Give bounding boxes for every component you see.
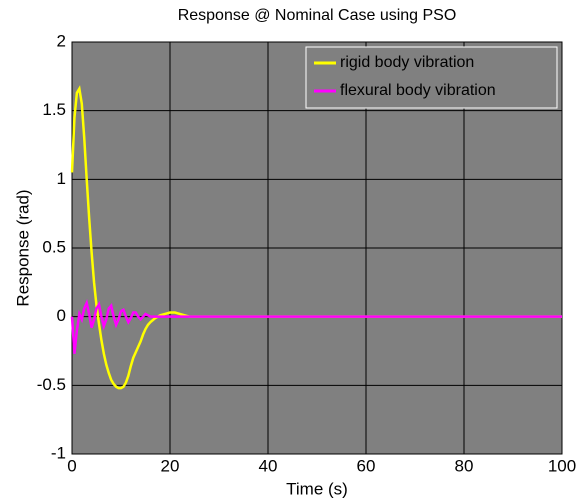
y-tick-label: -1	[51, 443, 66, 462]
legend-label: flexural body vibration	[340, 82, 496, 99]
y-tick-label: 0	[57, 306, 66, 325]
x-tick-label: 60	[357, 456, 376, 475]
x-tick-label: 0	[67, 456, 76, 475]
y-axis-label: Response (rad)	[13, 189, 32, 306]
line-series	[70, 85, 562, 390]
x-tick-label: 20	[161, 456, 180, 475]
legend-box	[305, 46, 558, 109]
chart-title: Response @ Nominal Case using PSO	[178, 7, 457, 24]
x-tick-label: 100	[548, 456, 576, 475]
x-axis-label: Time (s)	[286, 479, 348, 498]
x-tick-label: 40	[259, 456, 278, 475]
y-tick-label: -0.5	[37, 375, 66, 394]
y-tick-label: 1.5	[42, 100, 66, 119]
line-series	[70, 298, 562, 354]
y-tick-label: 0.5	[42, 237, 66, 256]
y-tick-label: 2	[57, 31, 66, 50]
y-tick-label: 1	[57, 169, 66, 188]
legend-label: rigid body vibration	[340, 54, 474, 71]
x-tick-label: 80	[455, 456, 474, 475]
plot-frame	[71, 41, 563, 455]
